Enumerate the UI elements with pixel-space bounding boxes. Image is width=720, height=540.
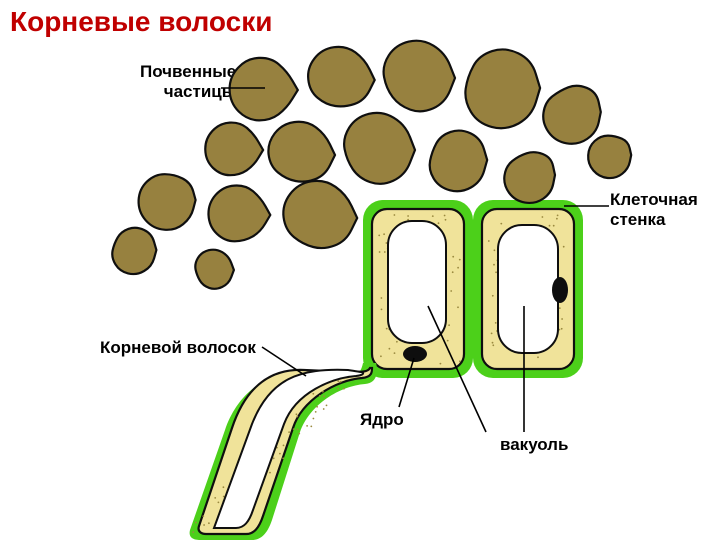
soil-particle	[588, 136, 631, 178]
soil-particle	[205, 123, 263, 176]
soil-particle	[283, 181, 357, 248]
soil-particle	[139, 174, 196, 230]
soil-particle	[112, 228, 156, 274]
soil-particle	[504, 152, 555, 203]
soil-particle	[195, 250, 234, 289]
root-hair-diagram	[0, 0, 720, 540]
soil-particle	[344, 113, 415, 184]
soil-particle	[308, 47, 375, 106]
root-hair-group	[190, 363, 377, 540]
soil-particle	[230, 58, 298, 121]
soil-particle	[208, 186, 270, 242]
soil-particle	[268, 122, 335, 182]
soil-particle	[384, 41, 455, 112]
soil-particle	[465, 49, 540, 128]
soil-particle	[430, 131, 488, 192]
cells-group	[363, 200, 583, 378]
soil-particle	[543, 86, 601, 144]
